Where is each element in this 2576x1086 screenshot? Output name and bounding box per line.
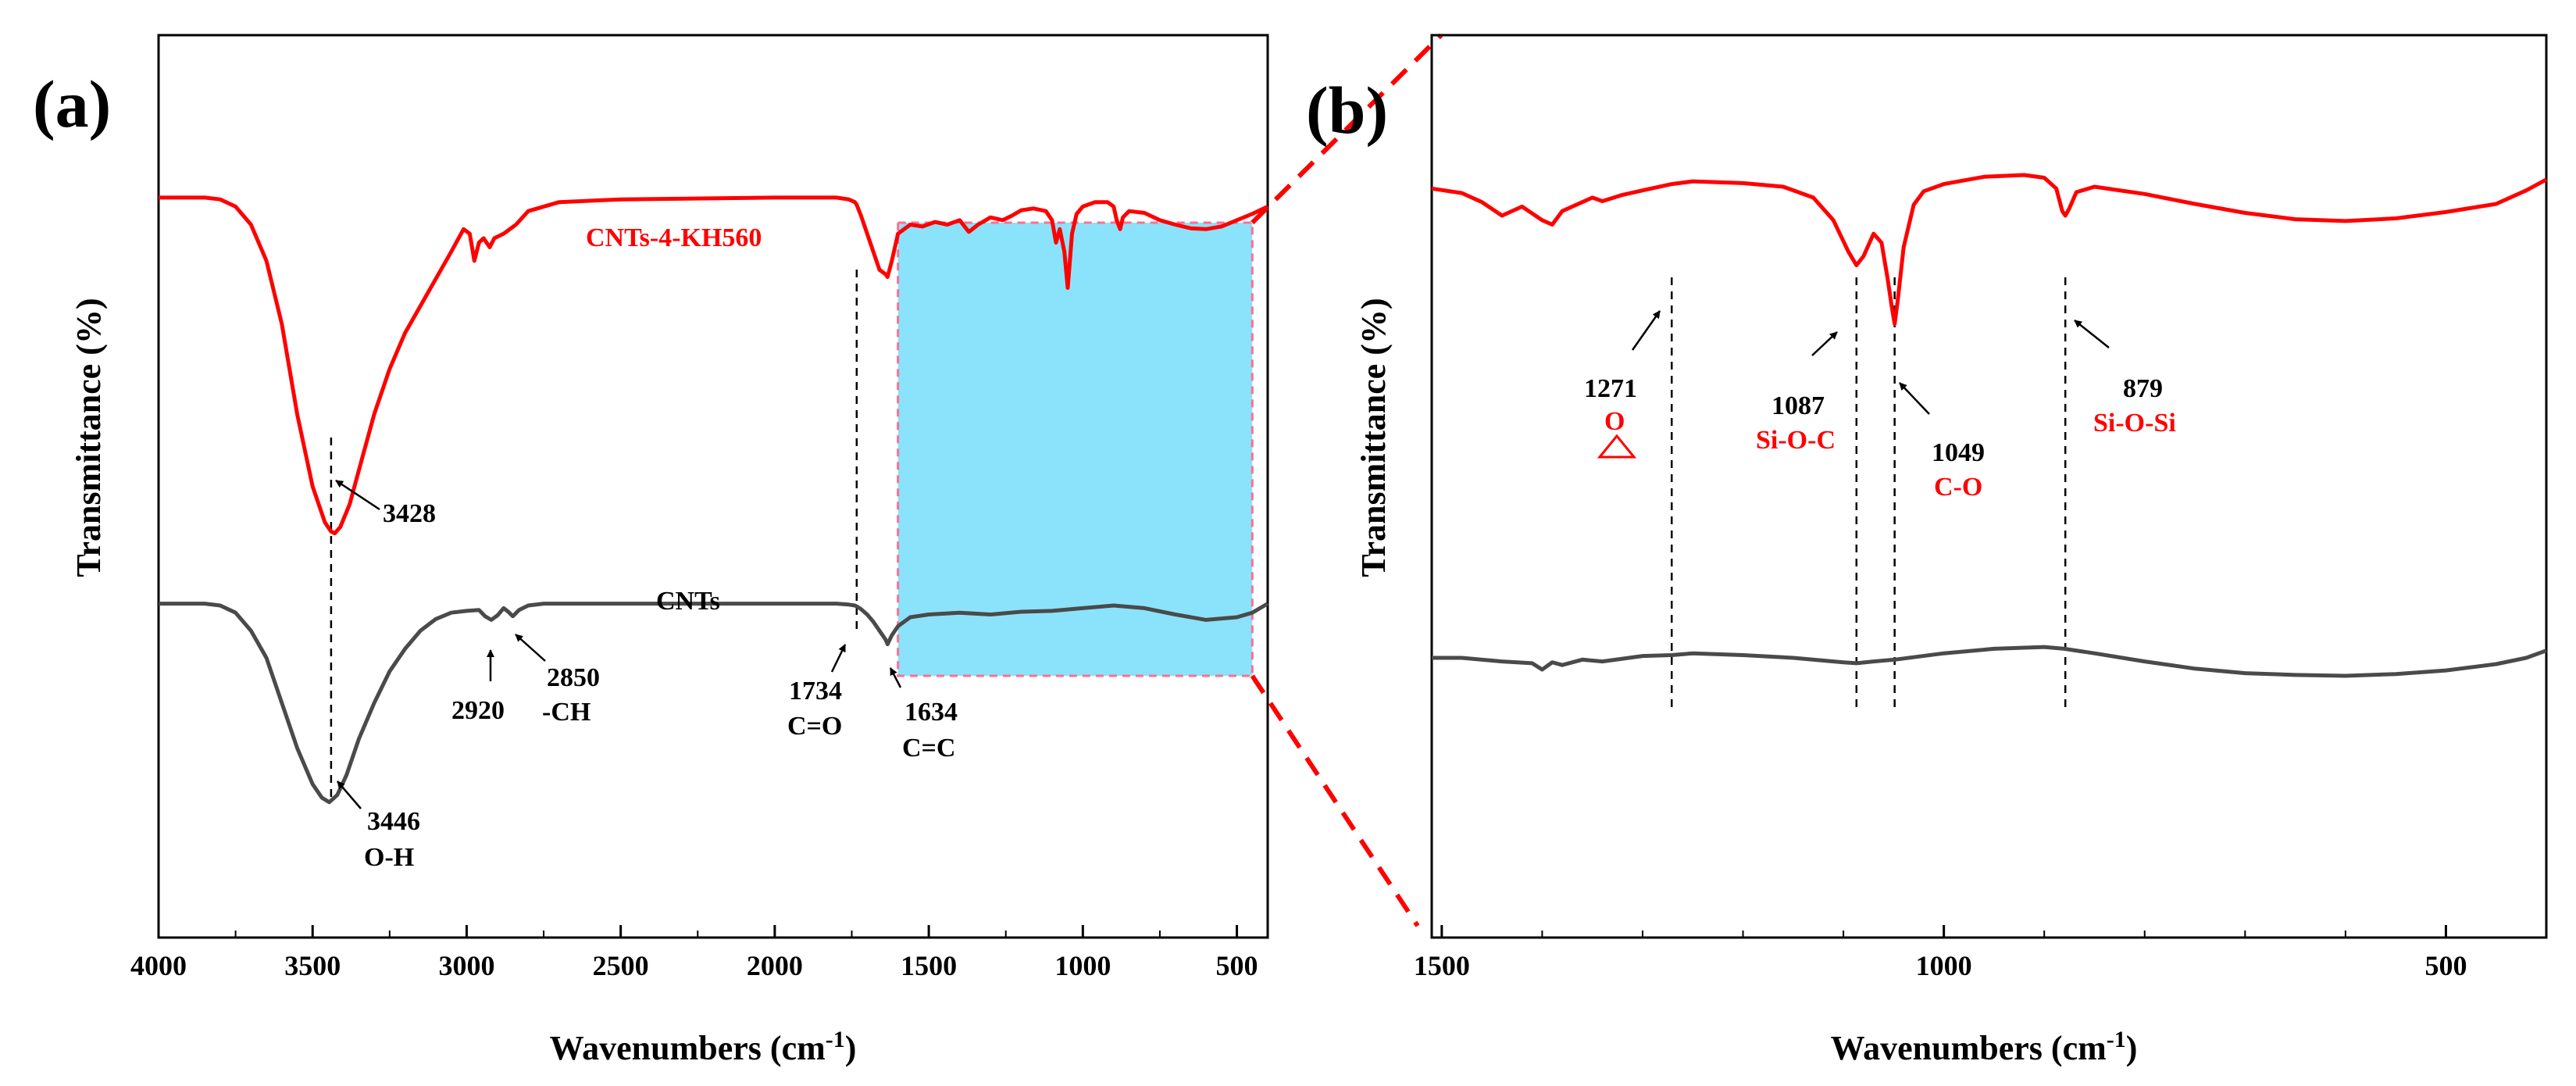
zoom-line-top xyxy=(1251,33,1443,225)
x-tick-label: 1500 xyxy=(901,950,957,981)
label-cc-double: C=C xyxy=(902,734,955,763)
label-1087: 1087 xyxy=(1771,391,1825,420)
series-label-cnts: CNTs xyxy=(656,587,720,616)
x-tick-label: 1000 xyxy=(1916,950,1972,981)
arrow-3428 xyxy=(335,479,380,511)
x-tick-label: 500 xyxy=(2424,950,2467,981)
arrow-1734 xyxy=(830,644,847,673)
series-line-cnts-4-kh560 xyxy=(159,195,1269,536)
arrow-879 xyxy=(2074,320,2110,348)
arrow-2850 xyxy=(515,634,546,662)
label-c-o: C-O xyxy=(1934,473,1982,502)
highlight-region xyxy=(897,221,1254,677)
arrow-1049 xyxy=(1899,382,1930,415)
panel-b-y-axis-label: Transmittance (%) xyxy=(1354,298,1393,577)
panel-b-x-axis-label: Wavenumbers (cm-1) xyxy=(1831,1027,2138,1067)
label-co-double: C=O xyxy=(787,712,842,741)
arrow-3446 xyxy=(337,781,362,809)
label-epoxy-o: O xyxy=(1604,407,1625,436)
x-tick-label: 3500 xyxy=(284,950,341,981)
series-line-cnts-4-kh560-zoom xyxy=(1431,173,2548,327)
label-1049: 1049 xyxy=(1932,438,1985,467)
label-3428: 3428 xyxy=(383,499,436,528)
series-line-cnts-zoom xyxy=(1432,645,2547,678)
panel-a-x-axis-label: Wavenumbers (cm-1) xyxy=(550,1027,857,1067)
label-2850: 2850 xyxy=(547,663,600,692)
arrow-1634 xyxy=(889,667,902,688)
label-oh: O-H xyxy=(364,843,414,872)
label-2920: 2920 xyxy=(451,696,505,725)
label-ch: -CH xyxy=(542,698,590,727)
zoom-line-bottom xyxy=(1250,674,1420,927)
x-tick-label: 4000 xyxy=(130,950,187,981)
panel-b: (b) 1500 1000 500 Transmittance (%) Wavenu… xyxy=(1306,34,2548,1067)
x-tick-label: 2000 xyxy=(747,950,803,981)
x-tick-label: 500 xyxy=(1216,950,1258,981)
label-879: 879 xyxy=(2123,374,2163,403)
series-label-cnts-4-kh560: CNTs-4-KH560 xyxy=(586,223,762,252)
panel-b-label: (b) xyxy=(1306,73,1388,148)
panel-a-frame xyxy=(157,34,1269,939)
panel-b-frame xyxy=(1430,34,2548,939)
label-si-o-c: Si-O-C xyxy=(1756,426,1836,455)
label-si-o-si: Si-O-Si xyxy=(2093,409,2176,438)
panel-b-x-ticks: 1500 1000 500 xyxy=(1414,925,2547,981)
panel-a-guide-lines xyxy=(330,270,858,797)
series-line-cnts xyxy=(159,602,1269,805)
zoom-connector-lines xyxy=(1250,33,1443,927)
x-tick-label: 2500 xyxy=(593,950,649,981)
epoxy-ring-icon xyxy=(1597,434,1637,459)
x-tick-label: 1000 xyxy=(1054,950,1111,981)
label-1634: 1634 xyxy=(904,698,958,727)
label-3446: 3446 xyxy=(367,807,420,836)
panel-a-label: (a) xyxy=(33,66,111,141)
panel-a: (a) 4000 3500 3000 2500 2000 1500 1000 500 Tran… xyxy=(33,34,1269,1067)
panel-a-y-axis-label: Transmittance (%) xyxy=(70,298,108,577)
label-1271: 1271 xyxy=(1584,374,1637,403)
x-tick-label: 3000 xyxy=(438,950,494,981)
panel-a-x-ticks: 4000 3500 3000 2500 2000 1500 1000 500 xyxy=(130,925,1258,981)
label-1734: 1734 xyxy=(789,677,842,706)
x-tick-label: 1500 xyxy=(1414,950,1470,981)
arrow-1271 xyxy=(1631,310,1661,351)
arrow-1087 xyxy=(1811,331,1838,356)
panel-b-guide-lines xyxy=(1671,277,2067,707)
